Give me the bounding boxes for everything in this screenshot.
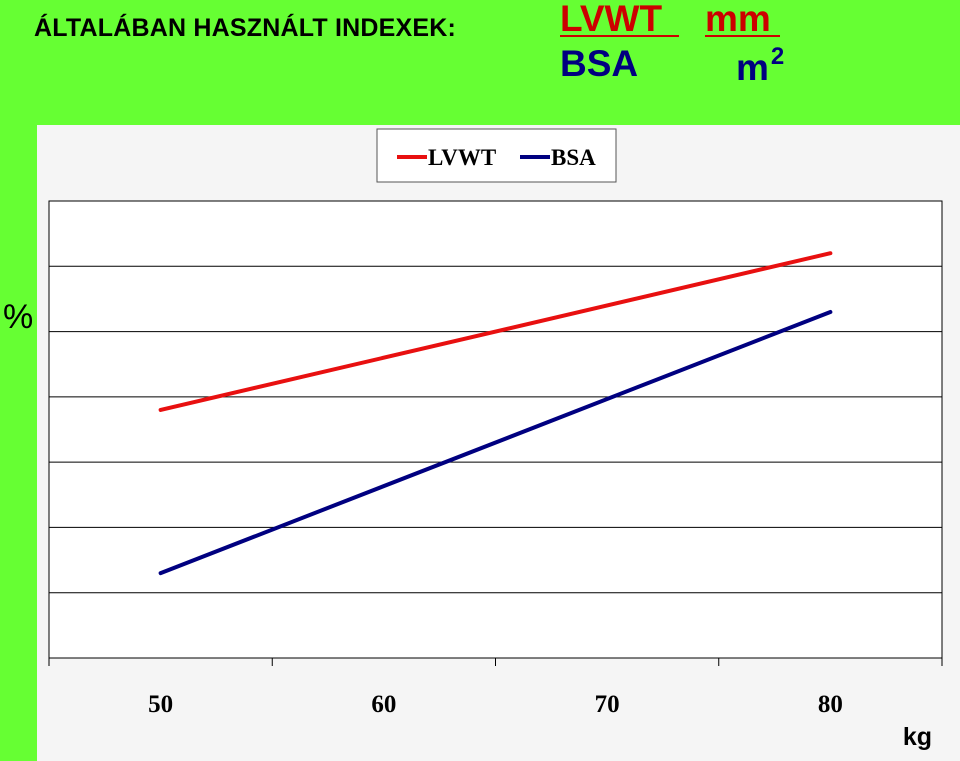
denominator-label: BSA — [560, 43, 639, 84]
denominator-unit-exponent: 2 — [770, 43, 785, 70]
x-tick-label: 50 — [148, 691, 173, 718]
x-tick-label: 60 — [371, 691, 396, 718]
page-heading: ÁLTALÁBAN HASZNÁLT INDEXEK: — [34, 14, 457, 42]
series-line-bsa — [158, 309, 833, 576]
y-axis-label: % — [3, 298, 34, 336]
legend-box — [376, 128, 617, 183]
x-tick-label: 80 — [818, 691, 843, 718]
numerator-label: LVWT — [560, 0, 663, 39]
legend-label-lvwt: LVWT — [428, 145, 496, 170]
chart-panel: 50 60 70 80 kg LVWT BSA — [37, 125, 960, 761]
numerator-unit: mm — [705, 0, 771, 39]
denominator-unit: m2 — [736, 43, 785, 88]
plot-area — [48, 200, 943, 659]
x-tick-label: 70 — [595, 691, 620, 718]
line-chart: 50 60 70 80 kg LVWT BSA — [48, 128, 943, 751]
x-axis-label: kg — [903, 723, 932, 751]
fraction-line-right — [705, 35, 780, 37]
legend-label-bsa: BSA — [551, 145, 596, 170]
series-line-lvwt — [158, 251, 833, 412]
denominator-unit-base: m — [736, 47, 769, 88]
fraction-line-left — [560, 35, 679, 37]
